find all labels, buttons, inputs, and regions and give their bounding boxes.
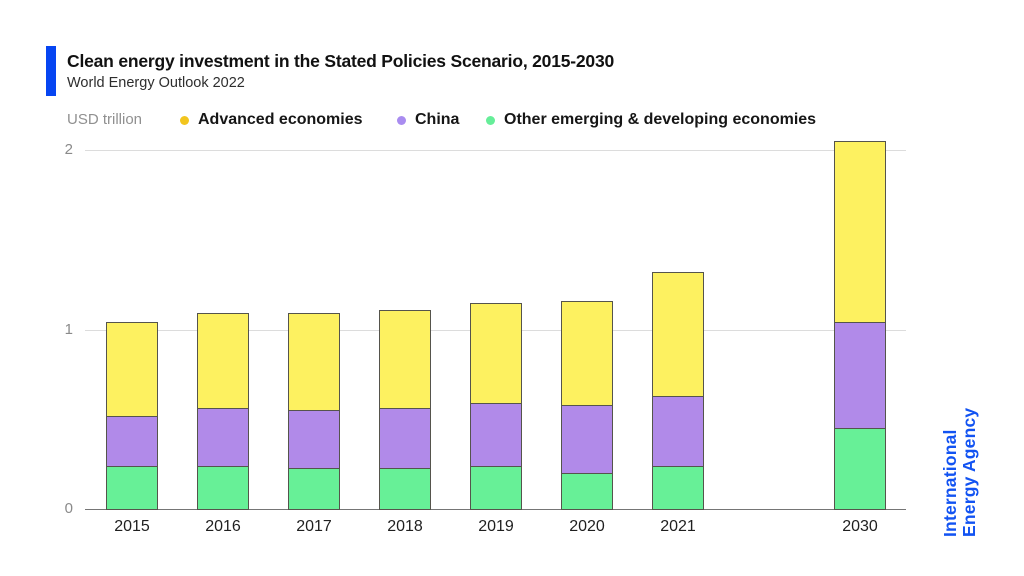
legend-label: China <box>415 111 460 128</box>
bar-segment <box>834 428 886 510</box>
bar-segment <box>288 313 340 412</box>
bar-segment <box>652 465 704 510</box>
bar-segment <box>288 410 340 469</box>
gridline <box>85 150 906 151</box>
y-tick-label: 0 <box>64 500 73 517</box>
bar-segment <box>470 302 522 405</box>
bar-segment <box>470 403 522 467</box>
y-axis-unit-label: USD trillion <box>67 111 143 128</box>
bar-segment <box>834 141 886 324</box>
iea-logo-line2: Energy Agency <box>958 407 979 537</box>
bar-segment <box>379 408 431 469</box>
bar-segment <box>106 465 158 510</box>
legend-dot-icon <box>180 115 189 125</box>
bar-segment <box>652 395 704 467</box>
y-tick-label: 1 <box>64 320 73 338</box>
bar-segment <box>652 272 704 397</box>
legend-item: China <box>397 111 459 129</box>
bar-segment <box>561 300 613 406</box>
title-accent-bar <box>46 46 56 96</box>
bar-segment <box>288 467 340 510</box>
x-tick-label: 2016 <box>205 518 241 535</box>
bar-segment <box>106 415 158 467</box>
x-tick-label: 2018 <box>387 518 423 535</box>
legend-label: Other emerging & developing economies <box>504 111 817 128</box>
x-tick-label: 2030 <box>842 518 878 535</box>
legend-item: Other emerging & developing economies <box>486 111 816 129</box>
bar-segment <box>561 473 613 510</box>
x-tick-label: 2017 <box>296 518 332 535</box>
x-tick-label: 2019 <box>478 518 514 535</box>
x-tick-label: 2015 <box>114 518 150 535</box>
y-tick-label: 2 <box>64 141 73 158</box>
bar-segment <box>470 465 522 510</box>
chart-subtitle: World Energy Outlook 2022 <box>67 75 245 91</box>
bar-segment <box>379 467 431 510</box>
chart-title: Clean energy investment in the Stated Po… <box>67 51 615 71</box>
legend-label: Advanced economies <box>198 111 363 128</box>
legend-dot-icon <box>397 115 406 125</box>
bar-segment <box>197 465 249 510</box>
bar-segment <box>561 404 613 475</box>
x-tick-label: 2021 <box>660 518 696 535</box>
bar-segment <box>106 322 158 417</box>
bar-segment <box>197 408 249 467</box>
x-tick-label: 2020 <box>569 518 605 535</box>
legend-item: Advanced economies <box>180 111 363 129</box>
legend-dot-icon <box>486 115 495 125</box>
bar-segment <box>834 322 886 430</box>
bar-segment <box>197 313 249 410</box>
iea-logo: International Energy Agency <box>940 407 979 537</box>
bar-segment <box>379 309 431 410</box>
iea-logo-line1: International <box>940 429 960 537</box>
